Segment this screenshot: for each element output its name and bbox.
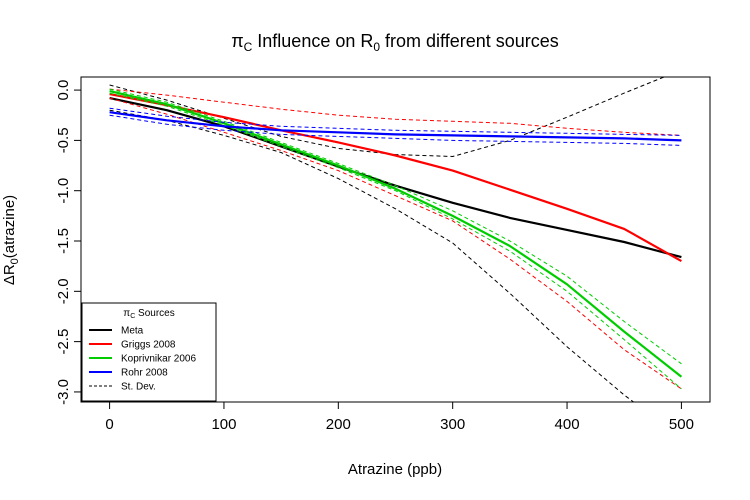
legend-box [81,302,217,402]
series-line-koprivnikar-2006-stdev [109,88,682,365]
y-tick-label: -3.0 [55,379,72,405]
series-line-meta-stdev [109,109,635,402]
y-axis-title-rest: (atrazine) [1,195,18,258]
series-line-koprivnikar-2006-stdev [109,92,682,390]
series-line-griggs-2008-stdev [109,97,682,390]
y-tick-label: -1.5 [55,228,72,254]
legend-title: πC Sources [123,308,174,320]
legend-label: Koprivnikar 2006 [121,354,196,365]
legend-title-pi: π [123,308,130,319]
y-axis-title: ΔR0(atrazine) [1,195,21,285]
chart-title-r-subscript: 0 [373,40,380,54]
legend-title-subscript: C [130,313,135,320]
x-tick-label: 100 [211,416,236,433]
legend-title-rest: Sources [135,308,174,319]
x-tick-label: 500 [669,416,694,433]
y-tick-label: 0.0 [55,80,72,101]
series-layer [109,77,683,402]
x-tick-label: 300 [440,416,465,433]
series-line-griggs-2008 [109,93,682,263]
legend-label: St. Dev. [121,382,156,393]
chart-title-pi: π [231,31,243,51]
x-tick-label: 0 [105,416,113,433]
y-axis-title-subscript: 0 [9,258,21,264]
series-line-koprivnikar-2006 [109,90,683,378]
legend-label: Rohr 2008 [121,368,168,379]
x-tick-label: 400 [555,416,580,433]
series-line-rohr-2008-stdev [109,114,682,146]
legend-label: Griggs 2008 [121,340,176,351]
series-line-meta [109,97,682,259]
chart-title-pi-subscript: C [244,40,253,54]
y-tick-label: -2.0 [55,278,72,304]
plot-frame [80,76,711,403]
series-line-griggs-2008-stdev [109,88,682,136]
chart-title-end: from different sources [380,31,559,51]
y-axis: 0.0 -0.5 -1.0 -1.5 -2.0 -2.5 -3.0 [55,80,81,405]
y-tick-label: -2.5 [55,329,72,355]
y-tick-label: -0.5 [55,127,72,153]
x-tick-label: 200 [326,416,351,433]
chart-title: πC Influence on R0 from different source… [231,31,559,54]
chart-title-middle: Influence on R [252,31,373,51]
legend: πC Sources Meta Griggs 2008 Koprivnikar 20… [81,302,217,402]
legend-label: Meta [121,326,144,337]
x-axis-title: Atrazine (ppb) [348,461,442,478]
y-axis-title-delta: ΔR [1,264,18,285]
y-tick-label: -1.0 [55,178,72,204]
series-line-rohr-2008 [109,111,682,142]
series-line-rohr-2008-stdev [109,107,682,136]
x-axis: 0 100 200 300 400 500 [105,402,694,433]
